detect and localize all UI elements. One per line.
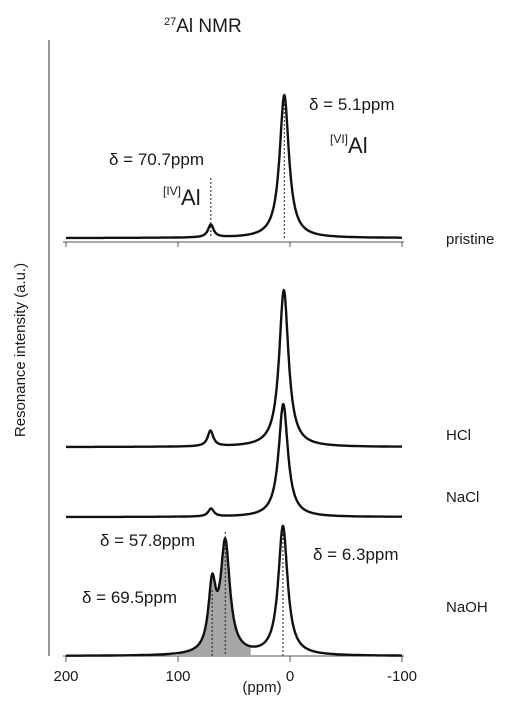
x-tick-label-0: 200 bbox=[53, 668, 78, 685]
spectrum-line-NaCl bbox=[65, 402, 403, 519]
series-label-nacl: NaCl bbox=[446, 489, 479, 506]
annotation-al-iv-sup: [IV] bbox=[163, 184, 181, 198]
annotation-al-iv: [IV]Al bbox=[163, 184, 201, 210]
x-tick-label-1: 100 bbox=[165, 668, 190, 685]
annotation-delta-70-7: δ = 70.7ppm bbox=[109, 150, 204, 169]
annotation-al-vi-sup: [VI] bbox=[330, 132, 348, 146]
spectrum-line-pristine bbox=[65, 93, 403, 240]
shaded-area-NaOH bbox=[178, 538, 251, 656]
series-label-naoh: NaOH bbox=[446, 599, 488, 616]
x-tick-label-2: 0 bbox=[286, 668, 294, 685]
annotation-delta-69-5: δ = 69.5ppm bbox=[82, 588, 177, 607]
annotation-al-vi-text: Al bbox=[348, 133, 368, 158]
annotation-delta-5-1: δ = 5.1ppm bbox=[309, 95, 395, 114]
annotation-delta-57-8: δ = 57.8ppm bbox=[100, 531, 195, 550]
chart-title-text: Al NMR bbox=[176, 16, 241, 37]
spectrum-line-HCl bbox=[65, 288, 403, 449]
x-axis-label: (ppm) bbox=[242, 679, 281, 696]
annotation-delta-6-3: δ = 6.3ppm bbox=[313, 545, 399, 564]
spectrum-line-NaOH bbox=[65, 524, 403, 657]
annotation-al-iv-text: Al bbox=[181, 185, 201, 210]
series-label-pristine: pristine bbox=[446, 231, 494, 248]
x-tick-label-3: -100 bbox=[387, 668, 417, 685]
chart-title: 27Al NMR bbox=[164, 16, 242, 37]
spectra-group bbox=[65, 93, 403, 657]
annotation-al-vi: [VI]Al bbox=[330, 132, 368, 158]
series-label-hcl: HCl bbox=[446, 427, 471, 444]
pristine-ticks bbox=[65, 242, 403, 247]
x-axis-ticks: 200 100 0 -100 bbox=[53, 656, 417, 685]
chart-title-sup: 27 bbox=[164, 16, 176, 28]
y-axis-label: Resonance intensity (a.u.) bbox=[12, 263, 29, 437]
